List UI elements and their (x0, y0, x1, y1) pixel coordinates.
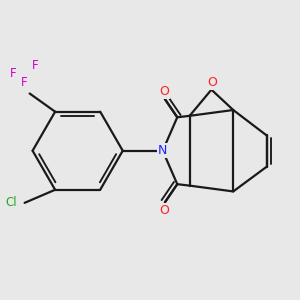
Text: N: N (158, 144, 167, 157)
Text: Cl: Cl (6, 196, 17, 209)
Text: F: F (11, 67, 17, 80)
Text: F: F (32, 59, 39, 72)
Text: O: O (159, 204, 169, 217)
Text: F: F (21, 76, 28, 89)
Text: O: O (159, 85, 169, 98)
Text: O: O (207, 76, 217, 89)
